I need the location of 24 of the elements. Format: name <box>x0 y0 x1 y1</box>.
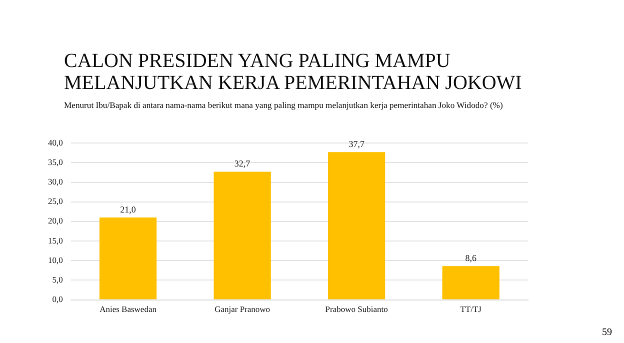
y-tick-label: 20,0 <box>48 216 63 226</box>
data-label: 32,7 <box>234 158 251 169</box>
chart-title: CALON PRESIDEN YANG PALING MAMPU MELANJUTKAN KERJA PEMERINTAHAN JOKOWI <box>64 50 523 94</box>
chart-subtitle: Menurut Ibu/Bapak di antara nama-nama berikut mana yang paling mampu melanjutkan kerja pemerintahan Joko Widodo? (%) <box>64 100 504 110</box>
y-tick-label: 30,0 <box>48 176 63 187</box>
data-label: 8,6 <box>465 252 477 263</box>
y-tick-label: 15,0 <box>48 235 63 246</box>
x-tick-label: Anies Baswedan <box>100 304 158 314</box>
y-tick-label: 40,0 <box>48 137 63 148</box>
bar <box>442 266 500 300</box>
x-tick-label: Ganjar Pranowo <box>214 304 270 314</box>
y-tick-label: 0,0 <box>52 294 63 304</box>
data-label: 21,0 <box>120 204 136 214</box>
y-tick-label: 25,0 <box>48 196 63 206</box>
x-tick-label: TT/TJ <box>460 304 482 314</box>
data-label: 37,7 <box>348 138 365 149</box>
text: 59 <box>602 327 612 338</box>
y-tick-label: 35,0 <box>48 156 63 167</box>
bar <box>99 218 157 300</box>
y-tick-label: 5,0 <box>52 274 63 284</box>
y-tick-label: 10,0 <box>48 254 63 265</box>
x-tick-label: Prabowo Subianto <box>325 304 388 314</box>
bar <box>214 172 271 300</box>
bar <box>328 152 386 300</box>
